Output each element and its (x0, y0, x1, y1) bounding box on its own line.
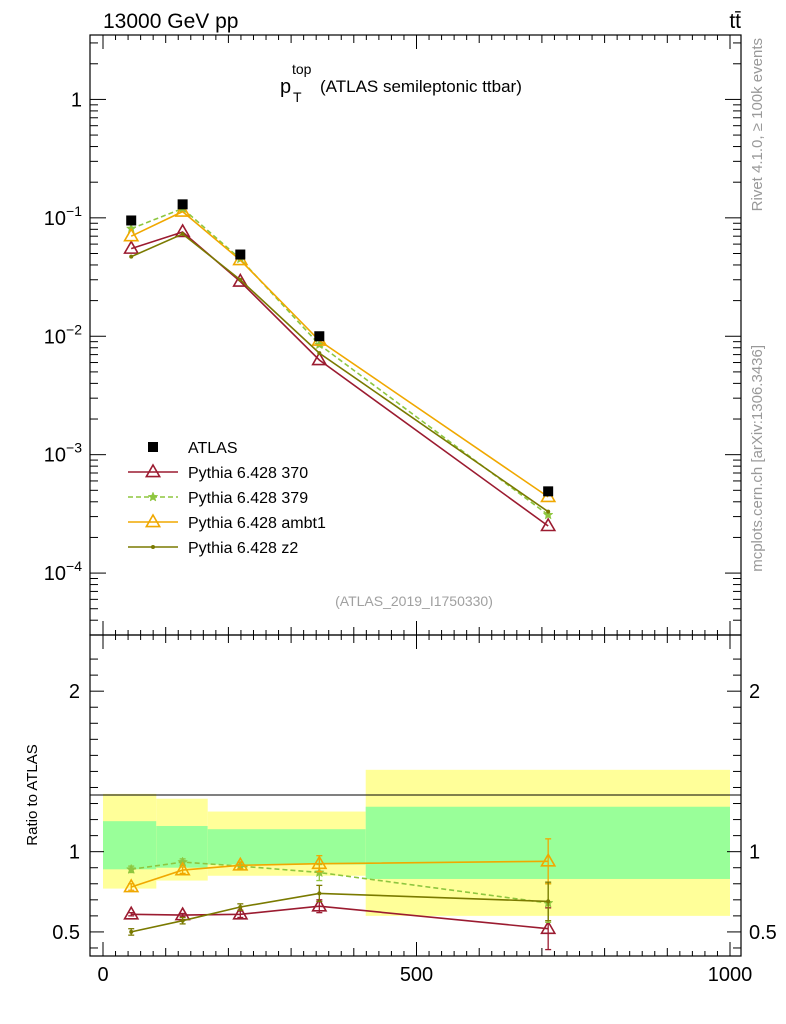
ratio-series-2-point-3 (311, 855, 328, 870)
main-series-3-point-4 (546, 509, 551, 514)
green-band-2 (207, 829, 366, 865)
ratio-series-3-point-0 (129, 929, 134, 934)
y-tick-label-1: 10−1 (44, 203, 82, 230)
ratio-panel: Ratio to ATLAS 0.5 0.5 1 1 2 2 0 500 1000 (24, 634, 777, 986)
ratio-y-label-left-2: 2 (69, 681, 80, 703)
main-series-3-point-0 (129, 254, 134, 259)
ratio-uncertainty-bands (103, 769, 730, 916)
ratio-y-label-left-0: 0.5 (52, 922, 80, 944)
legend-marker-1 (147, 491, 159, 502)
legend-label-atlas: ATLAS (188, 440, 238, 457)
main-axis-ticks: 1 10−1 10−2 10−3 10−4 (44, 35, 741, 636)
green-band-0 (103, 821, 157, 870)
ratio-series-1-point-0 (125, 863, 137, 874)
mcplots-label: mcplots.cern.ch [arXiv:1306.3436] (749, 345, 766, 572)
energy-label: 13000 GeV pp (103, 10, 238, 33)
main-series-1-point-4 (542, 509, 554, 520)
ratio-series-group (123, 838, 557, 951)
legend-marker-2 (144, 513, 162, 528)
main-series-3-point-3 (317, 351, 322, 356)
legend-marker-atlas (148, 442, 158, 452)
atlas-data-point-0 (126, 215, 137, 226)
ratio-axis-ticks: 0.5 0.5 1 1 2 2 0 500 1000 (52, 635, 777, 986)
main-series-group (123, 199, 557, 532)
main-series-0-point-2 (232, 272, 249, 287)
x-tick-label-1: 500 (400, 964, 433, 986)
ratio-ylabel: Ratio to ATLAS (24, 744, 41, 845)
plot-title-sub: T (293, 89, 302, 105)
ratio-series-2-point-1 (174, 861, 191, 876)
atlas-data-point-3 (314, 331, 325, 342)
main-panel: p top T (ATLAS semileptonic ttbar) (ATLA… (44, 34, 742, 636)
ratio-y-label-right-0: 0.5 (749, 922, 777, 944)
legend-label-2: Pythia 6.428 ambt1 (188, 515, 326, 532)
ratio-series-3-point-2 (238, 905, 243, 910)
legend-label-1: Pythia 6.428 379 (188, 490, 308, 507)
ratio-series-0-point-0 (123, 905, 140, 920)
main-series-0-point-1 (174, 223, 191, 238)
atlas-data-point-4 (543, 486, 554, 497)
process-label: tt̄ (729, 10, 741, 33)
y-tick-label-3: 10−3 (44, 440, 82, 467)
plot-title: p (280, 76, 291, 98)
ratio-series-0-point-4 (540, 920, 557, 935)
plot-title-rest: (ATLAS semileptonic ttbar) (320, 77, 522, 96)
legend: ATLAS Pythia 6.428 370 Pythia 6.428 379 Pyt… (128, 440, 326, 557)
ratio-series-3-point-1 (180, 918, 185, 923)
ratio-y-label-right-2: 2 (749, 681, 760, 703)
ratio-frame (89, 634, 742, 957)
ratio-series-2-point-0 (123, 878, 140, 893)
x-tick-label-0: 0 (97, 964, 108, 986)
y-tick-label-4: 10−4 (44, 558, 82, 585)
main-series-0-point-0 (123, 239, 140, 254)
plot-title-sup: top (292, 61, 312, 77)
main-series-3-point-1 (180, 232, 185, 237)
legend-marker-0 (144, 463, 162, 478)
ratio-series-2-point-4 (540, 852, 557, 867)
ratio-series-3-point-3 (317, 891, 322, 896)
main-series-line-2 (130, 210, 549, 498)
ratio-series-line-1 (131, 861, 549, 904)
legend-marker-3 (151, 545, 155, 549)
analysis-watermark: (ATLAS_2019_I1750330) (335, 593, 493, 609)
ratio-y-label-right-1: 1 (749, 842, 760, 864)
atlas-data-point-1 (177, 199, 188, 210)
atlas-data-point-2 (235, 249, 246, 260)
ratio-series-2-point-2 (232, 856, 249, 871)
main-series-3-point-2 (238, 277, 243, 282)
legend-label-3: Pythia 6.428 z2 (188, 540, 298, 557)
main-series-0-point-4 (540, 517, 557, 532)
y-tick-label-2: 10−2 (44, 321, 82, 348)
ratio-series-0-point-3 (311, 897, 328, 912)
main-series-2-point-1 (174, 202, 191, 217)
ratio-series-3-point-4 (546, 899, 551, 904)
main-series-0-point-3 (311, 351, 328, 366)
main-series-2-point-0 (123, 227, 140, 242)
rivet-version-label: Rivet 4.1.0, ≥ 100k events (749, 38, 766, 211)
y-tick-label-0: 1 (71, 89, 82, 111)
ratio-series-0-point-2 (232, 905, 249, 920)
ratio-y-label-left-1: 1 (69, 842, 80, 864)
legend-label-0: Pythia 6.428 370 (188, 465, 308, 482)
x-tick-label-2: 1000 (708, 964, 753, 986)
